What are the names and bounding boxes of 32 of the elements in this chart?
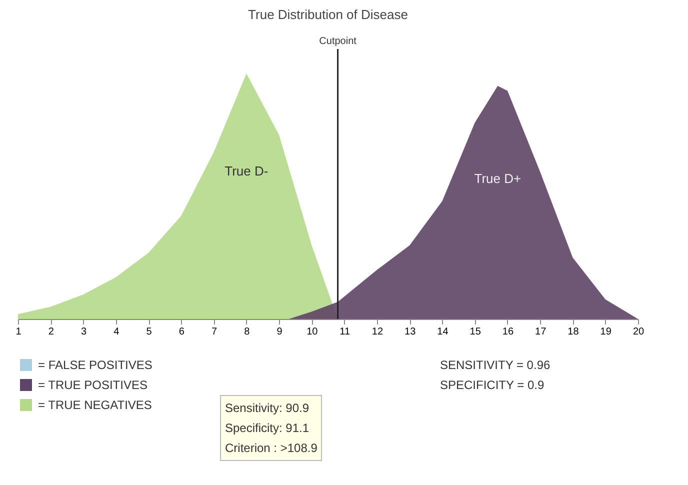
text: = FALSE POSITIVES xyxy=(38,358,152,372)
x-tick-label: 4 xyxy=(114,326,120,338)
x-tick-label: 20 xyxy=(632,326,644,338)
text: SPECIFICITY = 0.9 xyxy=(440,378,544,392)
x-tick-label: 3 xyxy=(80,326,87,338)
x-tick-label: 19 xyxy=(600,326,612,338)
x-tick-label: 12 xyxy=(372,326,384,338)
x-tick-label: 13 xyxy=(404,326,416,338)
x-tick-label: 10 xyxy=(306,326,318,338)
x-tick-label: 8 xyxy=(244,326,250,338)
x-tick-label: 18 xyxy=(568,326,580,338)
x-tick-label: 2 xyxy=(48,326,54,338)
x-tick-label: 15 xyxy=(470,326,482,338)
x-tick-label: 9 xyxy=(276,326,283,338)
x-tick-label: 17 xyxy=(535,326,547,338)
x-tick-label: 14 xyxy=(437,326,449,338)
text: Sensitivity: 90.9 xyxy=(225,401,310,415)
x-tick-label: 6 xyxy=(178,326,185,338)
ref-line-label: Cutpoint xyxy=(319,36,357,47)
text: Specificity: 91.1 xyxy=(225,421,310,435)
x-tick-label: 7 xyxy=(212,326,218,338)
chart-title: True Distribution of Disease xyxy=(248,7,408,22)
series-label: True D+ xyxy=(474,171,522,186)
x-tick-label: 16 xyxy=(502,326,514,338)
x-tick-label: 1 xyxy=(16,326,22,338)
text: = TRUE NEGATIVES xyxy=(38,398,152,412)
x-tick-label: 11 xyxy=(340,326,350,338)
series-label: True D- xyxy=(224,164,268,179)
text: Criterion : >108.9 xyxy=(225,441,318,455)
text: = TRUE POSITIVES xyxy=(38,378,148,392)
x-tick-label: 5 xyxy=(146,326,152,338)
text: SENSITIVITY = 0.96 xyxy=(440,358,550,372)
